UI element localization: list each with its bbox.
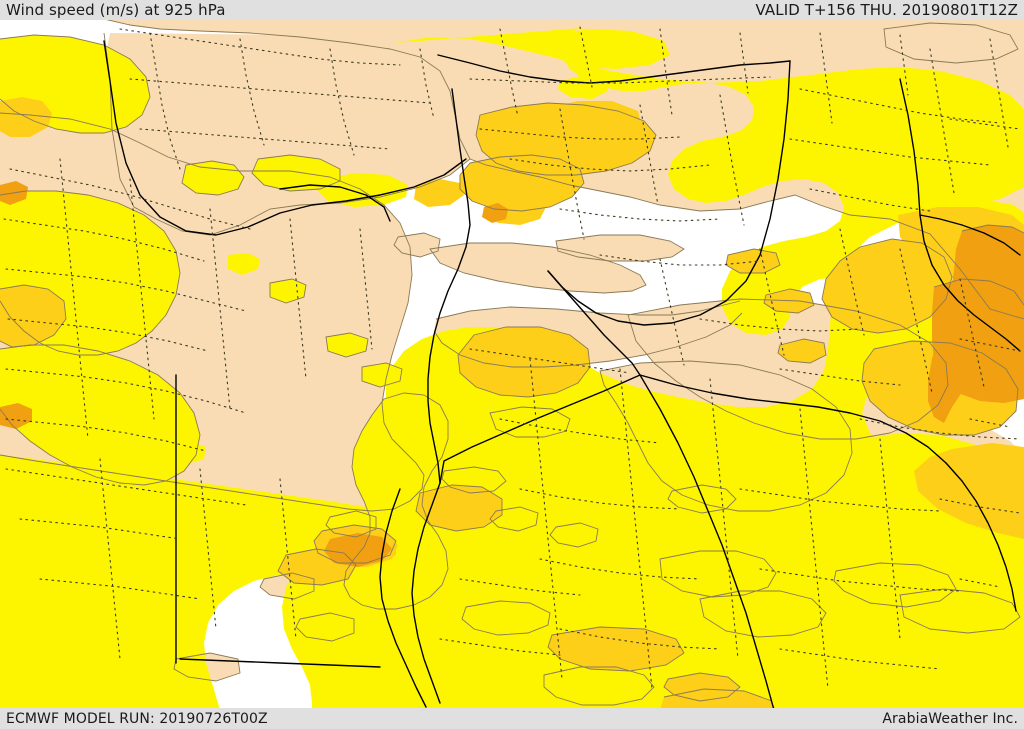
valid-time-label: VALID T+156 THU. 20190801T12Z [755, 1, 1018, 19]
contour-lines-group [0, 19, 1024, 706]
model-run-label: ECMWF MODEL RUN: 20190726T00Z [6, 710, 268, 727]
national-borders-group [103, 40, 1021, 710]
map-svg [0, 19, 1024, 710]
provider-label: ArabiaWeather Inc. [882, 710, 1018, 727]
band-orange-group [0, 181, 1024, 567]
page-title: Wind speed (m/s) at 925 hPa [6, 1, 226, 19]
wind-speed-map[interactable] [0, 19, 1024, 710]
admin-borders-group [3, 26, 1021, 690]
header-bar: Wind speed (m/s) at 925 hPa VALID T+156 … [0, 0, 1024, 20]
footer-bar: ECMWF MODEL RUN: 20190726T00Z ArabiaWeat… [0, 708, 1024, 729]
